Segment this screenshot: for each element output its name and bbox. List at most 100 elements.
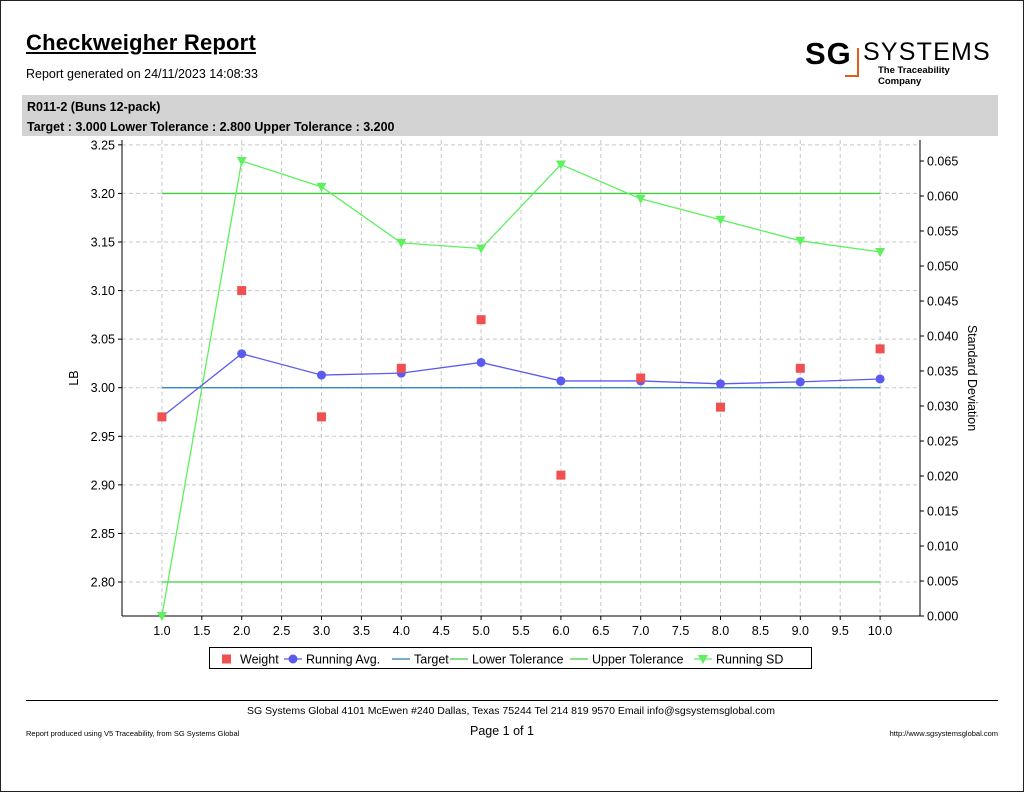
x-tick-label: 3.0 bbox=[313, 624, 330, 638]
running-sd-marker bbox=[316, 182, 327, 192]
running-sd-marker bbox=[236, 157, 247, 166]
page-number: Page 1 of 1 bbox=[470, 724, 534, 738]
x-tick-label: 7.5 bbox=[672, 624, 689, 638]
x-tick-label: 10.0 bbox=[868, 624, 892, 638]
y2-tick-label: 0.020 bbox=[927, 470, 958, 484]
x-tick-label: 9.0 bbox=[792, 624, 809, 638]
weight-marker bbox=[237, 286, 247, 296]
legend-running-avg-marker bbox=[288, 654, 298, 664]
legend-items: Weight Running Avg. Target Lower Tolerance U… bbox=[222, 653, 783, 667]
logo-bracket-mark bbox=[845, 48, 859, 77]
y2-tick-label: 0.015 bbox=[927, 505, 958, 519]
product-banner: R011-2 (Buns 12-pack) Target : 3.000 Low… bbox=[22, 95, 998, 136]
x-tick-label: 6.0 bbox=[552, 624, 569, 638]
weight-marker bbox=[875, 344, 885, 354]
running-sd-marker bbox=[635, 194, 646, 204]
weight-marker bbox=[556, 470, 566, 480]
y-tick-label: 3.25 bbox=[91, 138, 115, 152]
footer-produced-by: Report produced using V5 Traceability, f… bbox=[26, 729, 240, 738]
y-tick-label: 3.20 bbox=[91, 187, 115, 201]
y2-tick-label: 0.035 bbox=[927, 365, 958, 379]
weight-marker bbox=[636, 373, 646, 383]
running-sd-marker bbox=[476, 244, 487, 254]
x-tick-label: 1.0 bbox=[153, 624, 170, 638]
running-sd-marker bbox=[555, 160, 566, 170]
y-tick-label: 2.90 bbox=[91, 478, 115, 492]
legend-weight-symbol bbox=[222, 654, 231, 664]
company-logo: SG SYSTEMS The Traceability Company bbox=[805, 36, 995, 87]
legend-running-avg-label: Running Avg. bbox=[306, 653, 380, 667]
logo-tagline: The Traceability Company bbox=[878, 65, 950, 87]
x-tick-label: 2.5 bbox=[273, 624, 290, 638]
y-tick-label: 3.00 bbox=[91, 381, 115, 395]
x-tick-label: 3.5 bbox=[353, 624, 370, 638]
x-tick-label: 9.5 bbox=[832, 624, 849, 638]
x-tick-label: 5.5 bbox=[512, 624, 529, 638]
y-tick-label: 3.05 bbox=[91, 333, 115, 347]
x-tick-label: 7.0 bbox=[632, 624, 649, 638]
weight-marker bbox=[476, 315, 486, 325]
legend-lower-tolerance-label: Lower Tolerance bbox=[472, 653, 564, 667]
running-sd-marker bbox=[875, 248, 886, 257]
running-sd-marker bbox=[795, 236, 806, 246]
y-tick-label: 2.95 bbox=[91, 430, 115, 444]
running-sd-line bbox=[161, 160, 881, 617]
y-axis-label: LB bbox=[67, 370, 81, 385]
y2-tick-label: 0.005 bbox=[927, 575, 958, 589]
x-tick-label: 6.5 bbox=[592, 624, 609, 638]
legend-running-sd-label: Running SD bbox=[716, 653, 783, 667]
legend-target-label: Target bbox=[414, 653, 449, 667]
weight-marker bbox=[157, 412, 167, 422]
running-avg-marker bbox=[875, 374, 885, 384]
y2-tick-label: 0.055 bbox=[927, 225, 958, 239]
x-tick-label: 8.0 bbox=[712, 624, 729, 638]
x-tick-label: 4.5 bbox=[433, 624, 450, 638]
checkweigher-chart: 1.0 1.5 2.0 2.5 3.0 3.5 4.0 4.5 5.0 5.5 6.0 6.5 7.0 7… bbox=[67, 138, 979, 638]
x-tick-label: 4.0 bbox=[393, 624, 410, 638]
running-sd-marker bbox=[715, 215, 726, 225]
footer-divider bbox=[26, 700, 998, 701]
report-generated-timestamp: Report generated on 24/11/2023 14:08:33 bbox=[26, 67, 258, 81]
report-title: Checkweigher Report bbox=[26, 30, 256, 55]
legend-upper-tolerance-label: Upper Tolerance bbox=[592, 653, 684, 667]
legend-weight-label: Weight bbox=[240, 653, 279, 667]
weight-marker bbox=[317, 412, 326, 422]
logo-sg-text: SG bbox=[805, 36, 852, 71]
weight-marker bbox=[396, 363, 406, 373]
weight-marker bbox=[716, 402, 725, 412]
running-avg-marker bbox=[716, 379, 725, 389]
logo-systems-text: SYSTEMS bbox=[863, 38, 991, 66]
running-avg-marker bbox=[317, 370, 326, 380]
y2-tick-label: 0.050 bbox=[927, 260, 958, 274]
footer-website-link[interactable]: http://www.sgsystemsglobal.com bbox=[889, 729, 998, 738]
x-tick-label: 1.5 bbox=[193, 624, 210, 638]
running-sd-marker bbox=[396, 238, 407, 248]
y2-axis-label: Standard Deviation bbox=[965, 325, 979, 431]
running-avg-marker bbox=[476, 357, 486, 367]
x-tick-label: 2.0 bbox=[233, 624, 250, 638]
running-sd-marker bbox=[156, 612, 167, 621]
running-avg-marker bbox=[556, 376, 566, 386]
tolerance-summary: Target : 3.000 Lower Tolerance : 2.800 U… bbox=[27, 120, 395, 134]
weight-marker bbox=[795, 363, 805, 373]
running-avg-marker bbox=[237, 349, 247, 359]
y2-tick-label: 0.030 bbox=[927, 400, 958, 414]
footer-address: SG Systems Global 4101 McEwen #240 Dalla… bbox=[247, 705, 775, 717]
running-avg-marker bbox=[795, 377, 805, 387]
y-tick-label: 3.10 bbox=[91, 284, 115, 298]
x-tick-label: 5.0 bbox=[472, 624, 489, 638]
x-tick-label: 8.5 bbox=[752, 624, 769, 638]
y2-tick-label: 0.010 bbox=[927, 540, 958, 554]
y2-tick-label: 0.060 bbox=[927, 190, 958, 204]
chart-legend: Weight Running Avg. Target Lower Tolerance U… bbox=[209, 647, 812, 669]
running-avg-line bbox=[161, 353, 881, 418]
y2-tick-label: 0.040 bbox=[927, 330, 958, 344]
y2-tick-label: 0.000 bbox=[927, 610, 958, 624]
y2-tick-label: 0.045 bbox=[927, 295, 958, 309]
product-name: R011-2 (Buns 12-pack) bbox=[27, 100, 161, 114]
y-tick-label: 2.85 bbox=[91, 527, 115, 541]
y2-tick-label: 0.025 bbox=[927, 435, 958, 449]
legend-running-sd-marker bbox=[698, 655, 708, 664]
y2-tick-label: 0.065 bbox=[927, 155, 958, 169]
y-tick-label: 3.15 bbox=[91, 236, 115, 250]
